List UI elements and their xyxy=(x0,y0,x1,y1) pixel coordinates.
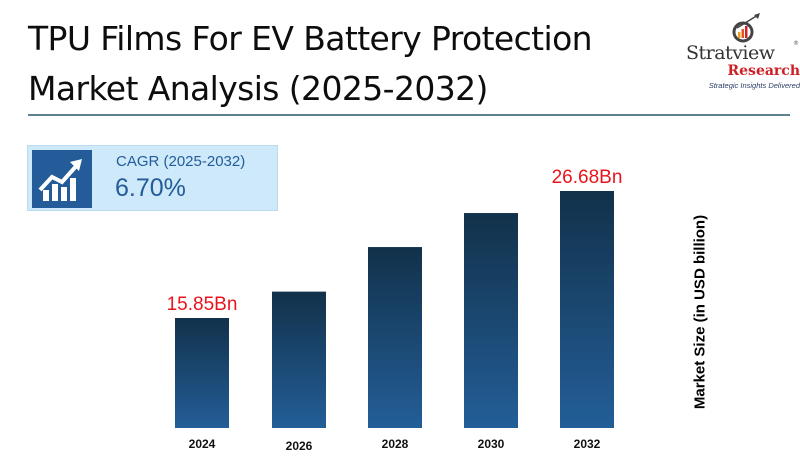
title-line-2: Market Analysis (2025-2032) xyxy=(28,69,488,108)
title-divider xyxy=(28,114,790,116)
logo-brand: Stratview xyxy=(686,42,775,64)
bar-2024 xyxy=(175,318,229,428)
stratview-logo: Stratview ® Research Strategic Insights … xyxy=(682,12,800,92)
bar-2030 xyxy=(464,213,518,428)
x-tick-2026: 2026 xyxy=(286,439,313,453)
bar-2026 xyxy=(272,291,326,428)
logo-tagline: Strategic Insights Delivered xyxy=(708,81,800,90)
logo-registered: ® xyxy=(793,40,799,47)
data-label-2032: 26.68Bn xyxy=(552,167,623,188)
cagr-card: CAGR (2025-2032) 6.70% xyxy=(27,145,278,211)
data-label-2024: 15.85Bn xyxy=(167,294,238,315)
bar-2032 xyxy=(560,191,614,428)
bar-2028 xyxy=(368,247,422,428)
x-tick-2030: 2030 xyxy=(478,437,505,451)
cagr-label: CAGR (2025-2032) xyxy=(116,153,246,170)
magnifier-growth-chart-icon xyxy=(732,13,760,43)
x-tick-2032: 2032 xyxy=(574,437,601,451)
logo-research: Research xyxy=(727,63,800,79)
y-axis-label: Market Size (in USD billion) xyxy=(691,214,709,410)
page-title: TPU Films For EV Battery Protection Mark… xyxy=(28,14,593,114)
rising-bar-chart-arrow-icon xyxy=(32,150,92,208)
title-line-1: TPU Films For EV Battery Protection xyxy=(28,19,593,58)
cagr-value: 6.70% xyxy=(115,174,186,202)
x-tick-2024: 2024 xyxy=(189,437,216,451)
x-tick-2028: 2028 xyxy=(382,437,409,451)
